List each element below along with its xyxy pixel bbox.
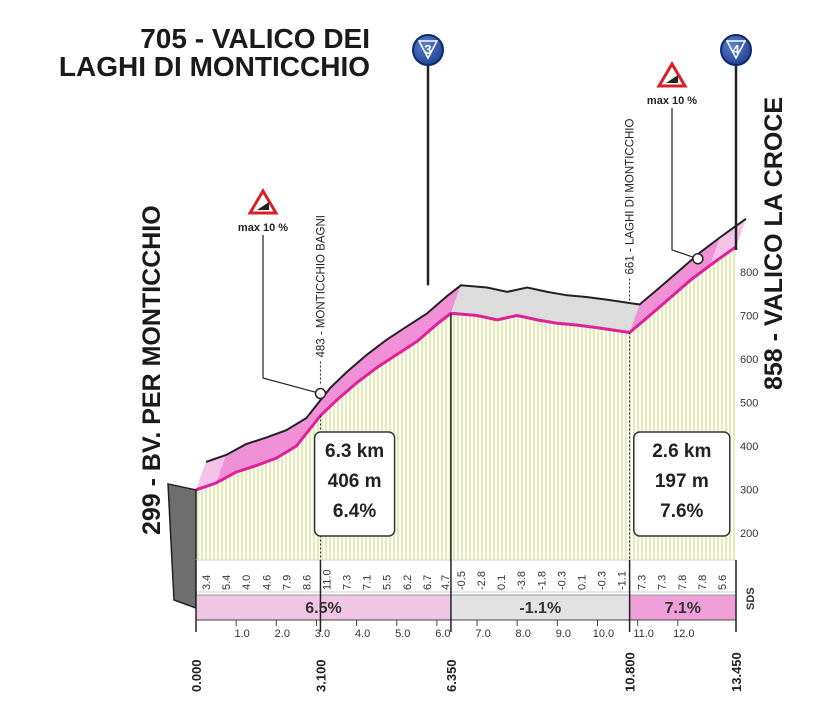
road-line: [195, 245, 737, 492]
segment-gradient-value: 7.3: [657, 575, 669, 590]
km-marker-label: 3.100: [313, 659, 328, 692]
sprint-marker-number: 3: [424, 42, 431, 57]
km-tick-label: 6.0: [435, 628, 450, 640]
segment-gradient-value: 5.4: [221, 575, 233, 590]
climb-stats-box: [313, 431, 396, 537]
segment-gradient-value: -2.8: [476, 571, 488, 590]
segment-gradient-value: 0.1: [496, 575, 508, 590]
segment-gradient-value: 0.1: [576, 575, 588, 590]
max-gradient-leader: [262, 235, 321, 395]
segment-gradient-value: 4.7: [440, 575, 452, 590]
sprint-marker-triangle: [417, 40, 439, 60]
km-tick-label: 5.0: [395, 628, 410, 640]
climb-stat-line: 6.3 km: [325, 441, 384, 462]
section-bar-0: [196, 595, 451, 620]
km-tick-label: 2.0: [275, 628, 290, 640]
section-gradient-label: 7.1%: [665, 600, 701, 617]
km-tick-label: 12.0: [673, 628, 694, 640]
segment-gradient-value: 5.6: [717, 575, 729, 590]
km-marker-label: 13.450: [729, 652, 744, 692]
warning-sign-slope: [666, 75, 678, 83]
max-gradient-label: max 10 %: [647, 95, 697, 107]
labels-layer: 6.5% -1.1% 7.1% 3.4 5.4 4.0 4.6 7.9 8.6 11.0 7.3 7.…: [189, 42, 758, 692]
segment-gradient-value: 7.9: [281, 575, 293, 590]
profile-top-edge: [205, 217, 747, 463]
segment-gradient-value: 7.1: [362, 575, 374, 590]
segment-gradient-value: 4.0: [241, 575, 253, 590]
segment-gradient-value: -0.3: [597, 571, 609, 590]
sprint-marker-triangle: [725, 40, 747, 60]
segment-gradient-value: 4.6: [261, 575, 273, 590]
altitude-tick-label: 500: [740, 398, 758, 410]
sds-label: SDS: [745, 587, 757, 610]
altitude-tick-label: 300: [740, 485, 758, 497]
altitude-tick-label: 400: [740, 441, 758, 453]
segment-gradient-value: 7.3: [637, 575, 649, 590]
place-label: 661 - LAGHI DI MONTICCHIO: [625, 118, 637, 274]
segment-gradient-value: 8.6: [301, 575, 313, 590]
segment-gradient-value: 6.2: [402, 575, 414, 590]
segment-gradient-value: 7.8: [677, 575, 689, 590]
altitude-tick-label: 700: [740, 311, 758, 323]
km-tick-label: 7.0: [475, 628, 490, 640]
section-bar-2: [629, 595, 736, 620]
km-tick-label: 10.0: [593, 628, 614, 640]
km-tick-label: 8.0: [516, 628, 531, 640]
profile-deck-stripe-0: [196, 455, 227, 490]
section-gradient-label: -1.1%: [519, 600, 561, 617]
start-location-label: 299 - BV. PER MONTICCHIO: [138, 205, 166, 535]
altitude-tick-label: 200: [740, 528, 758, 540]
segment-gradient-value: 3.4: [201, 575, 213, 590]
profile-deck-1: [450, 285, 640, 333]
section-gradient-label: 6.5%: [305, 600, 341, 617]
segment-gradient-value: 11.0: [321, 569, 333, 590]
warning-sign-triangle: [656, 61, 688, 88]
segment-gradient-value: 6.7: [422, 575, 434, 590]
segment-gradient-value: -1.1: [617, 571, 629, 590]
climb-stat-line: 2.6 km: [652, 441, 711, 462]
chart-title-line1: 705 - VALICO DEI: [140, 23, 370, 54]
start-wall: [167, 482, 197, 610]
segment-gradient-value: 7.3: [342, 575, 354, 590]
sprint-marker-number: 4: [732, 42, 740, 57]
km-tick-label: 1.0: [235, 628, 250, 640]
segment-gradient-value: -3.8: [516, 571, 528, 590]
profile-deck-0: [196, 285, 461, 490]
km-marker-label: 6.350: [444, 659, 459, 692]
km-tick-label: 11.0: [633, 628, 654, 640]
max-gradient-label: max 10 %: [238, 222, 288, 234]
max-gradient-point: [692, 252, 704, 265]
climb-stat-line: 406 m: [328, 471, 382, 492]
km-marker-label: 0.000: [189, 659, 204, 692]
climb-stat-line: 7.6%: [660, 501, 703, 522]
segment-gradient-value: 5.5: [382, 575, 394, 590]
altitude-tick-label: 600: [740, 354, 758, 366]
km-tick-label: 4.0: [355, 628, 370, 640]
segment-gradient-value: -1.8: [536, 571, 548, 590]
km-marker-label: 10.800: [623, 652, 638, 692]
chart-title-line2: LAGHI DI MONTICCHIO: [59, 51, 370, 82]
climb-stat-line: 6.4%: [333, 501, 376, 522]
warning-sign-slope: [257, 202, 269, 210]
km-tick-label: 3.0: [315, 628, 330, 640]
max-gradient-leader: [671, 108, 699, 260]
km-tick-label: 9.0: [556, 628, 571, 640]
climb-stats-box: [633, 431, 731, 537]
end-location-label: 858 - VALICO LA CROCE: [760, 97, 788, 390]
max-gradient-point: [314, 387, 327, 400]
climb-stat-line: 197 m: [655, 471, 709, 492]
altitude-tick-label: 800: [740, 267, 758, 279]
place-label: 483 - MONTICCHIO BAGNI: [315, 215, 327, 358]
segment-gradient-value: -0.5: [456, 571, 468, 590]
segment-gradient-value: -0.3: [556, 571, 568, 590]
warning-sign-triangle: [247, 188, 279, 215]
segment-gradient-value: 7.8: [697, 575, 709, 590]
marks-layer: [195, 34, 752, 632]
section-bar-1: [450, 595, 630, 620]
profile-layer: [167, 217, 747, 610]
